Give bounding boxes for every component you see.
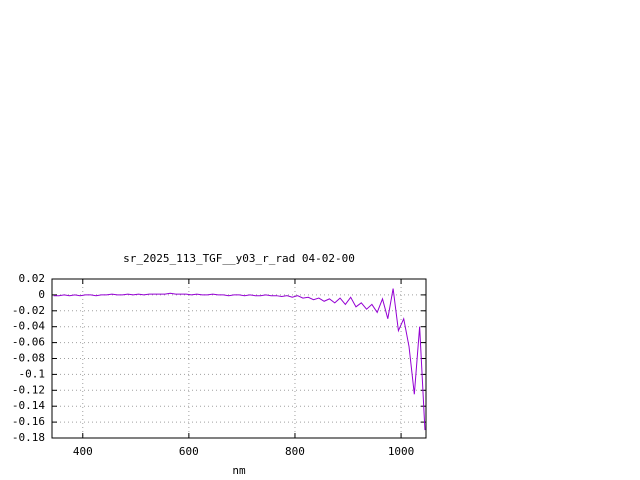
y-tick-label: -0.16 bbox=[12, 415, 45, 428]
chart-title: sr_2025_113_TGF__y03_r_rad 04-02-00 bbox=[123, 252, 355, 265]
y-tick-label: -0.04 bbox=[12, 320, 45, 333]
y-tick-label: -0.02 bbox=[12, 304, 45, 317]
x-tick-label: 1000 bbox=[388, 445, 415, 458]
x-tick-label: 800 bbox=[285, 445, 305, 458]
y-tick-label: -0.12 bbox=[12, 383, 45, 396]
x-tick-label: 400 bbox=[73, 445, 93, 458]
y-tick-label: -0.14 bbox=[12, 399, 45, 412]
y-tick-label: -0.18 bbox=[12, 431, 45, 444]
y-tick-label: 0 bbox=[38, 288, 45, 301]
y-tick-label: -0.08 bbox=[12, 352, 45, 365]
x-tick-label: 600 bbox=[179, 445, 199, 458]
x-axis-label: nm bbox=[232, 464, 246, 477]
y-tick-label: -0.1 bbox=[19, 367, 46, 380]
y-tick-label: 0.02 bbox=[19, 272, 46, 285]
plot-frame bbox=[51, 278, 427, 439]
data-line bbox=[53, 288, 426, 431]
y-tick-label: -0.06 bbox=[12, 336, 45, 349]
